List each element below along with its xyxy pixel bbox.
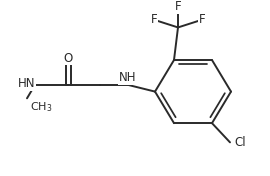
Text: NH: NH [119, 71, 137, 84]
Text: F: F [175, 0, 181, 13]
Text: F: F [199, 13, 205, 26]
Text: CH$_3$: CH$_3$ [30, 100, 52, 114]
Text: Cl: Cl [234, 136, 246, 149]
Text: F: F [151, 13, 157, 26]
Text: O: O [63, 52, 73, 65]
Text: HN: HN [18, 77, 35, 90]
